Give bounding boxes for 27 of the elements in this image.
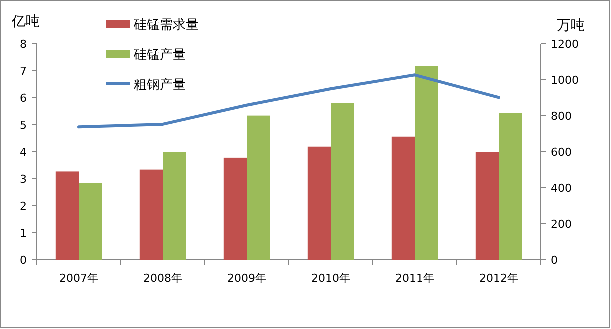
- ytick: 1: [20, 227, 27, 240]
- ytick: 2: [20, 200, 27, 213]
- ytick: 6: [20, 92, 27, 105]
- ylabel: 亿吨: [12, 14, 40, 30]
- xtick: 2011年: [396, 272, 434, 285]
- xtick: 2009年: [228, 272, 266, 285]
- y2label: 万吨: [557, 18, 585, 34]
- y2tick: 0: [551, 254, 558, 267]
- xtick: 2010年: [312, 272, 350, 285]
- ytick: 7: [20, 65, 27, 78]
- legend: 粗钢产量: [134, 78, 186, 93]
- ytick: 0: [20, 254, 27, 267]
- legend: 硅锰产量: [134, 48, 186, 63]
- xtick: 2008年: [144, 272, 182, 285]
- y2tick: 600: [551, 146, 572, 159]
- xtick: 2007年: [60, 272, 98, 285]
- ytick: 8: [20, 38, 27, 51]
- y2tick: 200: [551, 218, 572, 231]
- y2tick: 1000: [551, 74, 579, 87]
- ytick: 4: [20, 146, 27, 159]
- legend: 硅锰需求量: [134, 18, 199, 33]
- y2tick: 400: [551, 182, 572, 195]
- y2tick: 800: [551, 110, 572, 123]
- y2tick: 1200: [551, 38, 579, 51]
- ytick: 5: [20, 119, 27, 132]
- ytick: 3: [20, 173, 27, 186]
- xtick: 2012年: [480, 272, 518, 285]
